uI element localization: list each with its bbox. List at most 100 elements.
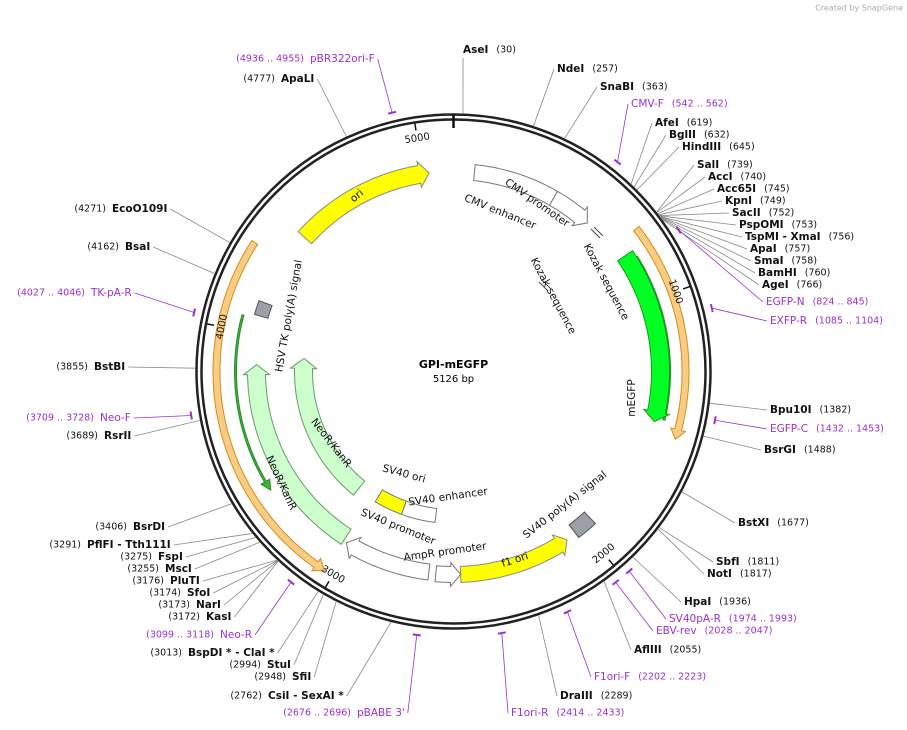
primer-range: (4027 .. 4046) (17, 288, 85, 299)
primer-leader (407, 634, 418, 714)
site-name: BstBI (94, 361, 125, 373)
site-leader (656, 176, 706, 213)
tick-label: 4000 (214, 313, 230, 340)
site-leader (659, 216, 743, 238)
site-name: BamHI (758, 267, 797, 279)
feature-arc (568, 511, 597, 539)
site-name: PluTI (170, 575, 200, 587)
feature-arc (234, 314, 272, 492)
feature-arc (288, 357, 366, 496)
feature-arc (459, 534, 568, 583)
feature-label: Kozak sequence (528, 256, 578, 336)
site-name: FspI (158, 551, 183, 563)
site-position: (257) (592, 64, 618, 75)
kozak-mark (590, 228, 601, 239)
site-position: (1488) (804, 445, 836, 456)
site-position: (632) (704, 130, 730, 141)
site-name: SmaI (754, 255, 784, 267)
site-name: NdeI (557, 63, 584, 75)
site-leader (167, 503, 233, 528)
site-position: (3013) (150, 648, 182, 659)
site-position: (4271) (74, 204, 106, 215)
site-name: PspOMI (739, 219, 784, 231)
primer-name: pBABE 3' (357, 707, 405, 719)
feature-arc (253, 300, 273, 319)
primer-range: (2676 .. 2696) (283, 708, 351, 719)
site-name: BsrDI (133, 521, 165, 533)
site-name: Bpu10I (770, 404, 812, 416)
primer-leader (711, 307, 768, 322)
tick-mark (608, 559, 614, 566)
site-position: (3291) (49, 540, 81, 551)
site-position: (760) (805, 268, 831, 279)
feature-arc (434, 561, 462, 588)
site-name: PflFI - Tth111I (87, 539, 171, 551)
primer-range: (4936 .. 4955) (236, 54, 304, 65)
primer-mark (412, 633, 421, 637)
watermark: Created by SnapGene (815, 4, 903, 13)
site-leader (277, 591, 319, 654)
site-position: (2948) (254, 672, 286, 683)
feature-label: Kozak sequence (581, 242, 631, 322)
site-name: EcoO109I (112, 203, 167, 215)
site-name: DraIII (560, 690, 593, 702)
primer-range: (542 .. 562) (672, 99, 728, 110)
primer-mark (625, 567, 633, 575)
site-position: (756) (829, 232, 855, 243)
primer-name: F1ori-F (594, 671, 630, 683)
kozak-mark (538, 281, 549, 292)
site-position: (740) (740, 172, 766, 183)
site-position: (645) (729, 142, 755, 153)
site-leader (658, 527, 714, 563)
site-position: (3174) (149, 588, 181, 599)
site-leader (346, 621, 392, 697)
site-name: NotI (707, 568, 732, 580)
site-position: (3173) (158, 600, 190, 611)
site-position: (3689) (66, 431, 98, 442)
site-name: SfiI (292, 671, 311, 683)
primer-name: Neo-R (220, 629, 252, 641)
site-name: SalI (697, 159, 719, 171)
site-position: (752) (769, 208, 795, 219)
feature-label: mEGFP (626, 379, 638, 416)
site-name: SnaBI (600, 81, 634, 93)
site-position: (1817) (740, 569, 772, 580)
site-leader (223, 560, 279, 606)
site-name: AflIII (634, 644, 662, 656)
primer-leader (628, 570, 667, 620)
feature-arc (616, 250, 671, 423)
site-name: StuI (267, 659, 291, 671)
site-leader (656, 164, 695, 213)
site-name: SacII (732, 207, 761, 219)
tick-mark (414, 123, 417, 131)
primer-leader (567, 611, 592, 678)
site-leader (185, 536, 256, 558)
feature-label: AmpR promoter (403, 540, 488, 564)
primer-leader (134, 292, 195, 313)
site-name: BsrGI (764, 444, 796, 456)
site-leader (134, 419, 201, 437)
site-leader (636, 146, 680, 191)
primer-mark (563, 609, 572, 615)
site-position: (757) (785, 244, 811, 255)
primer-name: EGFP-N (766, 296, 805, 308)
plasmid-name: GPI-mEGFP (419, 358, 488, 371)
site-name: BstXI (738, 517, 769, 529)
feature-arc (374, 489, 407, 515)
site-leader (313, 601, 337, 678)
site-leader (630, 122, 653, 185)
site-position: (2994) (229, 660, 261, 671)
plasmid-size: 5126 bp (433, 374, 474, 385)
feature-arc (400, 500, 438, 523)
primer-name: EGFP-C (770, 423, 808, 435)
primer-mark (713, 416, 717, 425)
primer-range: (824 .. 845) (813, 297, 869, 308)
site-name: SbfI (716, 556, 740, 568)
site-position: (1677) (777, 518, 809, 529)
site-leader (173, 533, 253, 546)
site-name: KpnI (725, 195, 752, 207)
site-leader (564, 86, 598, 139)
primer-mark (613, 158, 622, 166)
